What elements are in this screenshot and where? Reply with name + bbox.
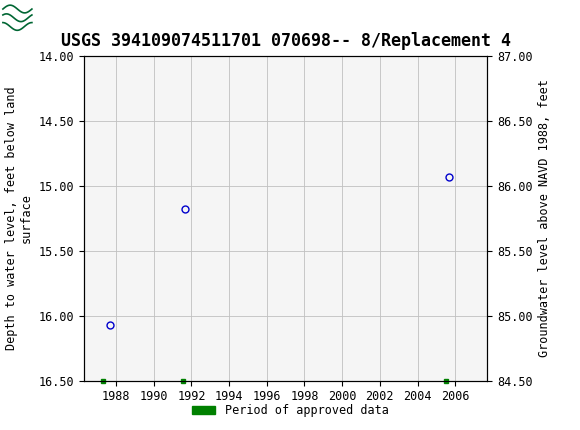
Y-axis label: Depth to water level, feet below land
surface: Depth to water level, feet below land su… <box>5 86 33 350</box>
Title: USGS 394109074511701 070698-- 8/Replacement 4: USGS 394109074511701 070698-- 8/Replacem… <box>61 32 510 50</box>
Legend: Period of approved data: Period of approved data <box>187 399 393 422</box>
Text: USGS: USGS <box>61 6 116 25</box>
Y-axis label: Groundwater level above NAVD 1988, feet: Groundwater level above NAVD 1988, feet <box>538 79 551 357</box>
Bar <box>2 2 54 31</box>
